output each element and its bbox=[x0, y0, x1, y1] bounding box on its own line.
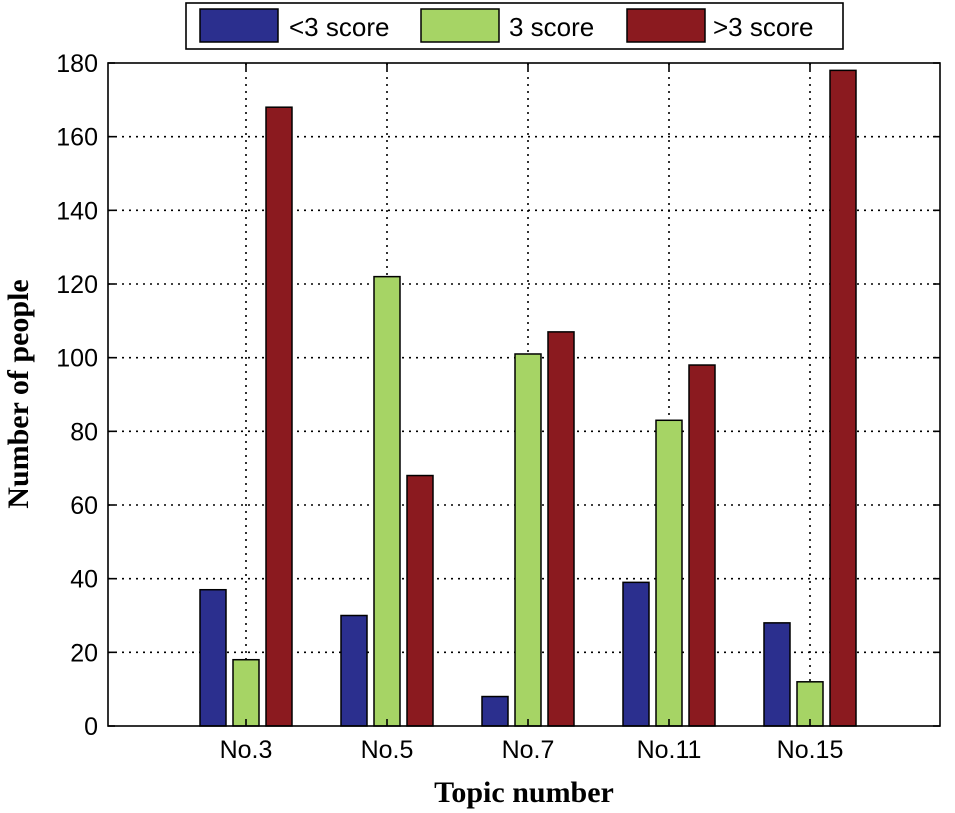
bar bbox=[373, 275, 401, 727]
bar bbox=[655, 419, 683, 727]
bar bbox=[829, 69, 857, 727]
bar bbox=[340, 614, 368, 727]
y-axis-title: Number of people bbox=[2, 279, 35, 508]
legend-swatch-3 bbox=[420, 8, 500, 43]
bar bbox=[796, 681, 824, 727]
legend-label-less-than-3: <3 score bbox=[289, 12, 389, 42]
y-tick-label: 20 bbox=[70, 639, 98, 667]
bar bbox=[265, 106, 293, 727]
bar bbox=[688, 364, 716, 727]
y-tick-label: 180 bbox=[56, 50, 98, 78]
x-tick-label: No.3 bbox=[220, 736, 273, 764]
y-tick-label: 60 bbox=[70, 492, 98, 520]
bar bbox=[547, 331, 575, 727]
ticks: 0 20 40 60 80 100 120 140 160 180 No.3 No.5 No.7 No.1… bbox=[56, 50, 940, 764]
legend-label-greater-than-3: >3 score bbox=[713, 12, 813, 42]
plot-frame bbox=[107, 62, 941, 727]
grid bbox=[108, 63, 940, 726]
bar bbox=[481, 695, 509, 727]
legend: <3 score 3 score >3 score bbox=[185, 2, 844, 50]
x-tick-label: No.15 bbox=[777, 736, 844, 764]
y-tick-label: 100 bbox=[56, 345, 98, 373]
x-tick-label: No.7 bbox=[502, 736, 555, 764]
legend-box bbox=[185, 2, 844, 50]
x-tick-label: No.11 bbox=[637, 736, 702, 764]
bar bbox=[514, 353, 542, 727]
x-tick-label: No.5 bbox=[361, 736, 414, 764]
y-tick-label: 160 bbox=[56, 124, 98, 152]
y-tick-label: 40 bbox=[70, 566, 98, 594]
bar bbox=[199, 588, 227, 727]
y-tick-label: 0 bbox=[84, 713, 98, 741]
y-tick-label: 140 bbox=[56, 197, 98, 225]
bar bbox=[232, 658, 260, 727]
legend-label-3: 3 score bbox=[509, 12, 594, 42]
y-tick-label: 80 bbox=[70, 418, 98, 446]
legend-swatch-greater-than-3 bbox=[626, 8, 706, 43]
bar bbox=[622, 581, 650, 727]
y-tick-label: 120 bbox=[56, 271, 98, 299]
bar bbox=[406, 474, 434, 727]
bar bbox=[763, 622, 791, 727]
legend-swatch-less-than-3 bbox=[199, 8, 279, 43]
x-axis-title: Topic number bbox=[434, 776, 614, 809]
